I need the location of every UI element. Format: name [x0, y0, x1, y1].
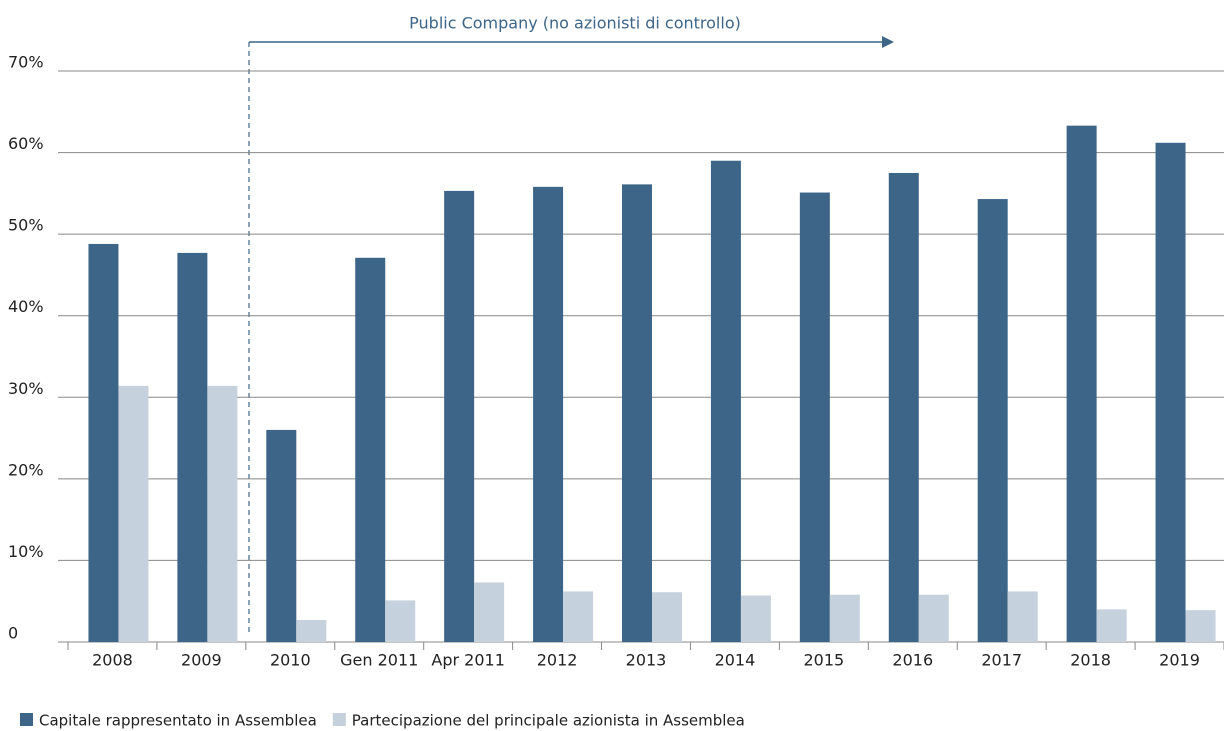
- bar: [918, 594, 949, 642]
- arrow-head: [882, 36, 894, 48]
- bar: [118, 385, 149, 642]
- y-tick-label: 40%: [8, 297, 44, 316]
- y-tick-label: 0: [8, 624, 18, 643]
- y-tick-label: 70%: [8, 53, 44, 72]
- x-tick-label: 2015: [803, 651, 844, 670]
- bar: [207, 385, 238, 642]
- bar: [296, 619, 327, 642]
- bar: [740, 595, 771, 642]
- bar: [1096, 609, 1127, 642]
- legend-swatch: [332, 713, 346, 726]
- bar: [652, 592, 682, 642]
- y-tick-label: 20%: [8, 460, 44, 479]
- x-tick-label: 2013: [626, 651, 667, 670]
- bar: [88, 243, 119, 642]
- x-tick-label: 2009: [181, 651, 222, 670]
- bar: [977, 199, 1008, 642]
- x-tick-label: 2016: [892, 651, 933, 670]
- y-tick-label: 30%: [8, 379, 44, 398]
- x-tick-label: Gen 2011: [340, 651, 418, 670]
- bar: [533, 186, 564, 642]
- x-tick-label: 2012: [537, 651, 578, 670]
- y-tick-label: 60%: [8, 134, 44, 153]
- bar: [1066, 125, 1097, 643]
- legend-label: Partecipazione del principale azionista …: [352, 712, 745, 730]
- bar: [266, 429, 297, 642]
- x-tick-label: 2018: [1070, 651, 1111, 670]
- legend-label: Capitale rappresentato in Assemblea: [39, 712, 317, 730]
- x-tick-label: 2010: [270, 651, 311, 670]
- x-tick-label: 2014: [715, 651, 756, 670]
- bar: [1185, 610, 1216, 642]
- x-tick-label: 2019: [1159, 651, 1200, 670]
- x-tick-label: Apr 2011: [431, 651, 504, 670]
- bar: [474, 582, 505, 642]
- x-tick-label: 2008: [92, 651, 133, 670]
- bar: [829, 594, 860, 642]
- bar: [444, 190, 475, 642]
- bar: [799, 192, 830, 642]
- bar: [1007, 591, 1038, 642]
- bar: [622, 184, 652, 643]
- bar: [1155, 142, 1186, 643]
- bar: [355, 257, 386, 642]
- bar: [177, 252, 208, 642]
- x-tick-label: 2017: [981, 651, 1022, 670]
- bar: [888, 172, 919, 642]
- legend-swatch: [20, 713, 33, 726]
- annotation: Public Company (no azionisti di controll…: [409, 14, 741, 33]
- bar: [385, 600, 416, 642]
- y-tick-label: 10%: [8, 542, 44, 561]
- bar: [563, 591, 594, 642]
- bar: [710, 160, 741, 642]
- y-tick-label: 50%: [8, 216, 44, 235]
